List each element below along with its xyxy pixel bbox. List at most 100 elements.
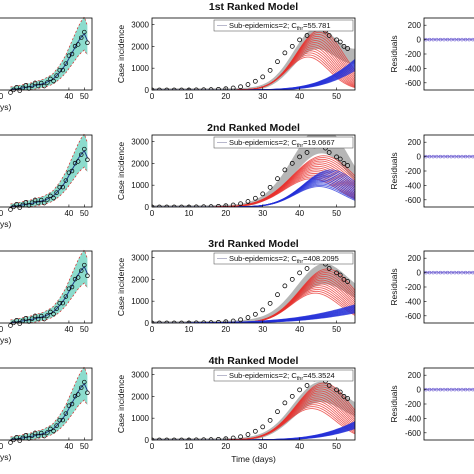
fit-data-point xyxy=(51,311,56,317)
fit-data-point xyxy=(42,200,47,206)
observed-data-point xyxy=(345,279,350,284)
fit-x-axis-label: ys) xyxy=(0,102,12,112)
observed-data-point xyxy=(238,201,243,207)
model-axes-box xyxy=(151,250,356,324)
observed-data-point xyxy=(334,154,339,160)
sub-epidemic-2-curve xyxy=(152,59,355,90)
observed-data-point xyxy=(289,160,295,166)
fit-panel-3 xyxy=(0,249,93,328)
sub-epidemic-1-curve xyxy=(152,290,355,323)
model-x-tick-label: 30 xyxy=(258,442,267,451)
observed-data-point xyxy=(245,199,251,204)
fit-x-axis-label: ys) xyxy=(0,335,12,345)
model-x-tick-label: 30 xyxy=(258,325,267,334)
residual-panel-3 xyxy=(423,250,474,324)
residual-y-tick-label: 200 xyxy=(408,371,422,380)
fit-x-tick-label: 50 xyxy=(80,442,89,451)
sub-epidemic-1-curve xyxy=(152,56,355,90)
legend-box xyxy=(213,136,354,149)
sub-epidemic-2-curve xyxy=(152,63,355,90)
observed-data-point xyxy=(334,387,339,393)
fit-data-point xyxy=(26,319,32,324)
residual-axes-box xyxy=(423,17,474,91)
fit-data-point xyxy=(82,379,87,385)
fit-data-point xyxy=(78,385,84,390)
observed-data-point xyxy=(223,436,229,440)
model-y-tick-label: 2000 xyxy=(131,42,149,51)
fit-axes-box xyxy=(0,134,93,208)
model-axes-box xyxy=(151,17,356,91)
model-x-tick-label: 40 xyxy=(295,442,304,451)
observed-data-point xyxy=(260,74,266,80)
fit-data-point xyxy=(45,430,50,435)
fit-x-tick-label: 0 xyxy=(0,325,4,334)
model-x-tick-label: 20 xyxy=(221,325,230,334)
model-x-tick-label: 40 xyxy=(295,325,304,334)
legend-text: Sub-epidemics=2; Cthr=408.2095 xyxy=(229,254,339,265)
observed-data-point xyxy=(164,204,170,207)
fit-data-point xyxy=(23,83,29,88)
model-x-tick-label: 0 xyxy=(150,442,155,451)
observed-data-point xyxy=(252,195,258,201)
observed-data-point xyxy=(216,319,221,323)
observed-data-point xyxy=(282,167,288,173)
model-plot-area xyxy=(152,255,355,323)
model-x-tick-label: 50 xyxy=(332,209,341,218)
fit-data-point xyxy=(75,42,81,47)
observed-data-point xyxy=(179,204,184,207)
fit-data-point xyxy=(45,197,50,202)
fit-data-point xyxy=(57,417,62,423)
observed-data-point xyxy=(326,383,332,388)
fit-data-point xyxy=(51,195,56,201)
fit-data-point xyxy=(29,200,35,205)
observed-data-point xyxy=(337,272,343,278)
observed-data-point xyxy=(334,270,339,276)
observed-data-point xyxy=(260,191,266,197)
fit-data-point xyxy=(32,80,38,86)
observed-data-point xyxy=(267,417,273,423)
model-y-axis-label: Case incidence xyxy=(116,375,126,433)
model-y-tick-label: 2000 xyxy=(131,275,149,284)
fit-data-point xyxy=(78,35,84,40)
observed-data-point xyxy=(337,39,343,45)
observed-data-point xyxy=(164,87,170,90)
observed-data-point xyxy=(238,84,243,90)
fit-data-point xyxy=(8,207,13,212)
residual-y-tick-label: -400 xyxy=(405,64,422,73)
model-plot-area xyxy=(152,22,355,90)
observed-data-point xyxy=(326,150,332,155)
fit-data-point xyxy=(63,178,69,183)
fit-data-point xyxy=(26,203,32,208)
fit-data-point xyxy=(42,316,47,322)
observed-data-point xyxy=(345,46,350,51)
residual-y-tick-label: -200 xyxy=(405,50,422,59)
residual-panel-2 xyxy=(423,134,474,208)
model-axes-box xyxy=(151,367,356,441)
fit-x-tick-label: 0 xyxy=(0,209,4,218)
model-panel-2 xyxy=(151,134,356,208)
fit-data-point xyxy=(26,436,32,441)
fit-data-point xyxy=(54,423,59,428)
fit-x-tick-label: 0 xyxy=(0,442,4,451)
model-x-tick-label: 50 xyxy=(332,325,341,334)
sub-epidemic-2-curve xyxy=(152,60,355,90)
residual-y-tick-label: -600 xyxy=(405,429,422,438)
observed-data-point xyxy=(297,270,303,276)
model-x-tick-label: 30 xyxy=(258,92,267,101)
fit-x-tick-label: 40 xyxy=(64,209,73,218)
fit-data-point xyxy=(54,73,59,78)
fit-data-point xyxy=(35,83,41,89)
model-y-tick-label: 3000 xyxy=(131,138,149,147)
observed-data-point xyxy=(157,87,162,90)
model-x-tick-label: 10 xyxy=(184,92,193,101)
fit-data-point xyxy=(82,29,87,35)
observed-data-point xyxy=(238,434,243,440)
observed-data-point xyxy=(289,43,295,49)
fit-data-point xyxy=(57,184,62,190)
residual-panel-1 xyxy=(423,17,474,91)
legend-box xyxy=(213,252,354,265)
fit-x-tick-label: 0 xyxy=(0,92,4,101)
fit-data-point xyxy=(32,313,38,319)
model-title: 4th Ranked Model xyxy=(209,355,299,367)
model-panel-1 xyxy=(151,17,356,91)
